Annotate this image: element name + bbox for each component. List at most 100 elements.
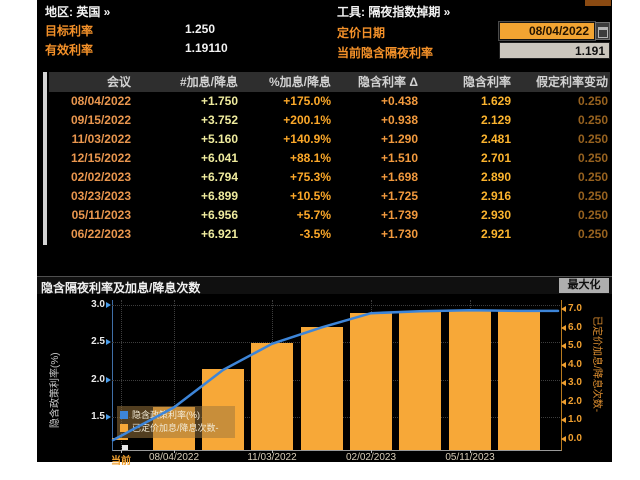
table-cell: 05/11/2023 (71, 208, 131, 222)
legend-label-line: 隐含政策利率(%) (132, 410, 200, 420)
table-row[interactable]: 02/02/2023 +6.794 +75.3% +1.698 2.890 0.250 (49, 168, 610, 187)
meetings-table: 会议 #加息/降息 %加息/降息 隐含利率 Δ 隐含利率 假定利率变动 08/04/202… (43, 72, 610, 245)
implied-rate-line (111, 308, 560, 442)
x-axis-tickmark (121, 450, 122, 453)
table-scrollbar[interactable] (43, 72, 47, 245)
left-axis-tick-label: 3.0 (91, 299, 105, 310)
table-cell: 2.701 (480, 151, 511, 165)
x-axis-tickmark (272, 450, 273, 453)
column-header[interactable]: 假定利率变动 (535, 75, 608, 89)
x-axis-tickmark (470, 450, 471, 453)
axis-scroll-thumb[interactable] (122, 445, 128, 450)
x-axis-label: 02/02/2023 (345, 452, 397, 463)
region-breadcrumb[interactable]: 地区: 英国 » (45, 5, 111, 19)
table-cell: +1.290 (380, 132, 418, 146)
table-cell: +10.5% (289, 189, 331, 203)
table-cell: +75.3% (289, 170, 331, 184)
table-cell: +0.438 (380, 94, 418, 108)
table-cell: +88.1% (289, 151, 331, 165)
right-axis-tick-label: 1.0 (568, 414, 582, 426)
effective-rate-value: 1.19110 (185, 41, 228, 55)
right-axis-tick-label: 0.0 (568, 433, 582, 444)
left-axis-tick-icon (106, 414, 111, 420)
table-cell: +6.956 (200, 208, 238, 222)
table-cell: +3.752 (200, 113, 238, 127)
table-cell: 0.250 (577, 151, 608, 165)
column-header[interactable]: 隐含利率 Δ (358, 75, 418, 89)
column-header[interactable]: %加息/降息 (268, 75, 331, 89)
table-row[interactable]: 09/15/2022 +3.752 +200.1% +0.938 2.129 0.250 (49, 111, 610, 130)
right-axis-tick-label: 5.0 (568, 340, 582, 352)
left-axis-tick-icon (106, 339, 111, 346)
table-cell: +200.1% (283, 113, 331, 127)
table-cell: +6.041 (200, 151, 238, 165)
hike-count-bar (498, 310, 540, 450)
table-cell: 0.250 (577, 94, 608, 108)
table-row[interactable]: 08/04/2022 +1.750 +175.0% +0.438 1.629 0.250 (49, 92, 610, 111)
current-implied-label: 当前隐含隔夜利率 (337, 46, 434, 60)
maximize-button[interactable]: 最大化 (559, 278, 609, 293)
table-cell: +1.730 (380, 227, 418, 241)
legend-item-bar: 已定价加息/降息次数- (120, 421, 232, 434)
x-axis-label: 当前 (111, 456, 131, 467)
table-row[interactable]: 06/22/2023 +6.921 -3.5% +1.730 2.921 0.250 (49, 225, 610, 244)
legend-swatch-bar-icon (120, 423, 128, 432)
table-cell: 09/15/2022 (70, 113, 131, 127)
column-header[interactable]: 会议 (106, 75, 131, 89)
table-cell: +0.938 (380, 113, 418, 127)
right-axis-tick-icon (561, 398, 566, 405)
table-cell: 0.250 (577, 189, 608, 203)
v-gridline (121, 300, 122, 450)
table-header-row: 会议 #加息/降息 %加息/降息 隐含利率 Δ 隐含利率 假定利率变动 (49, 72, 610, 92)
left-axis-tick-label: 2.0 (91, 373, 105, 385)
table-cell: 2.921 (480, 227, 511, 241)
left-axis-tick-label: 2.5 (91, 336, 105, 348)
left-axis-tick-label: 1.5 (91, 411, 105, 422)
tool-breadcrumb[interactable]: 工具: 隔夜指数掉期 » (337, 5, 451, 19)
pricing-date-input[interactable]: 08/04/2022 (499, 22, 595, 40)
table-cell: 03/23/2023 (70, 189, 131, 203)
table-cell: -3.5% (299, 227, 331, 241)
right-axis-tick-icon (561, 436, 566, 442)
table-cell: 2.890 (480, 170, 511, 184)
table-cell: 08/04/2022 (70, 94, 131, 108)
table-cell: +1.725 (380, 189, 418, 203)
current-bar (112, 438, 128, 440)
right-axis-tick-label: 3.0 (568, 377, 582, 389)
table-cell: 2.129 (480, 113, 511, 127)
table-cell: 0.250 (577, 170, 608, 184)
right-axis-tick-label: 7.0 (568, 303, 582, 314)
table-cell: 0.250 (577, 113, 608, 127)
x-axis-tickmark (371, 450, 372, 453)
table-cell: 2.916 (480, 189, 511, 203)
table-body: 08/04/2022 +1.750 +175.0% +0.438 1.629 0.250 0… (43, 92, 610, 244)
table-cell: 0.250 (577, 208, 608, 222)
table-cell: 1.629 (480, 94, 511, 108)
hike-count-bar (301, 326, 343, 450)
right-axis-tick-icon (561, 361, 566, 368)
column-header[interactable]: 隐含利率 (462, 75, 511, 89)
column-header[interactable]: #加息/降息 (179, 75, 238, 89)
table-cell: 06/22/2023 (70, 227, 131, 241)
right-axis-tick-icon (561, 306, 566, 312)
x-axis-label: 05/11/2023 (445, 452, 495, 463)
h-gridline (112, 305, 560, 306)
right-axis-tick-icon (561, 417, 566, 424)
chart-title: 隐含隔夜利率及加息/降息次数 (41, 281, 201, 295)
table-row[interactable]: 11/03/2022 +5.160 +140.9% +1.290 2.481 0.250 (49, 130, 610, 149)
legend-swatch-line-icon (120, 410, 128, 419)
calendar-button[interactable] (595, 22, 610, 40)
terminal-panel: 地区: 英国 » 工具: 隔夜指数掉期 » 目标利率 1.250 有效利率 1.… (37, 0, 612, 467)
hike-count-bar (350, 312, 392, 450)
table-row[interactable]: 03/23/2023 +6.899 +10.5% +1.725 2.916 0.250 (49, 187, 610, 206)
table-cell: +140.9% (283, 132, 331, 146)
table-row[interactable]: 05/11/2023 +6.956 +5.7% +1.739 2.930 0.250 (49, 206, 610, 225)
table-cell: 0.250 (577, 132, 608, 146)
table-cell: 0.250 (577, 227, 608, 241)
table-cell: 12/15/2022 (70, 151, 131, 165)
right-axis-tick-label: 4.0 (568, 358, 582, 370)
x-axis-label: 08/04/2022 (148, 452, 200, 463)
right-axis-tick-icon (561, 324, 566, 331)
table-row[interactable]: 12/15/2022 +6.041 +88.1% +1.510 2.701 0.250 (49, 149, 610, 168)
target-rate-value: 1.250 (185, 22, 216, 36)
